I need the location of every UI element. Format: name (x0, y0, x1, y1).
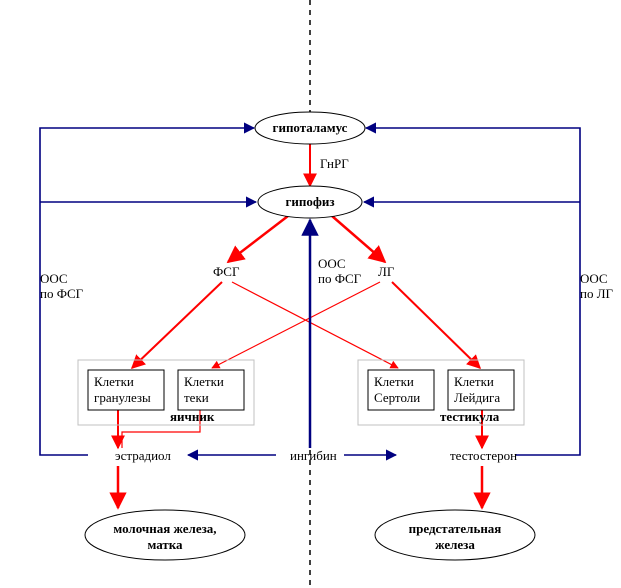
label-oos_lg_r-1: ООС (580, 271, 608, 286)
label-oos_fsg_l-1: ООС (40, 271, 68, 286)
node-granulosa-l1: Клетки (94, 374, 134, 389)
hpg-axis-diagram: яичниктестикулаКлеткигранулезыКлеткитеки… (0, 0, 621, 588)
label-gnrh: ГнРГ (320, 156, 349, 171)
node-prostate-l2: железа (435, 537, 475, 552)
node-sertoli-l1: Клетки (374, 374, 414, 389)
label-oos_lg_r-2: по ЛГ (580, 286, 614, 301)
node-theca-l1: Клетки (184, 374, 224, 389)
node-mammary-l1: молочная железа, (113, 521, 216, 536)
label-fsh: ФСГ (213, 264, 240, 279)
ovary_box-label: яичник (170, 409, 215, 424)
label-lh: ЛГ (378, 264, 395, 279)
label-inhibin: ингибин (290, 448, 337, 463)
node-theca-l2: теки (184, 390, 209, 405)
e-lh-leyd (392, 282, 480, 368)
node-sertoli-l2: Сертоли (374, 390, 420, 405)
label-estradiol: эстрадиол (115, 448, 171, 463)
node-hypothalamus-label: гипоталамус (273, 120, 348, 135)
e-pit-fsh (228, 216, 288, 262)
label-oos_fsg_mid-2: по ФСГ (318, 271, 362, 286)
label-oos_fsg_l-2: по ФСГ (40, 286, 84, 301)
testis_box-label: тестикула (440, 409, 500, 424)
node-leydig-l1: Клетки (454, 374, 494, 389)
label-oos_fsg_mid-1: ООС (318, 256, 346, 271)
node-granulosa-l2: гранулезы (94, 390, 151, 405)
e-lh-theca (212, 282, 380, 368)
label-testosterone: тестостерон (450, 448, 517, 463)
node-leydig-l2: Лейдига (454, 390, 500, 405)
e-fsh-gran (132, 282, 222, 368)
node-prostate-l1: предстательная (409, 521, 502, 536)
e-fsh-sert (232, 282, 398, 368)
node-mammary-l2: матка (147, 537, 183, 552)
node-pituitary-label: гипофиз (285, 194, 334, 209)
